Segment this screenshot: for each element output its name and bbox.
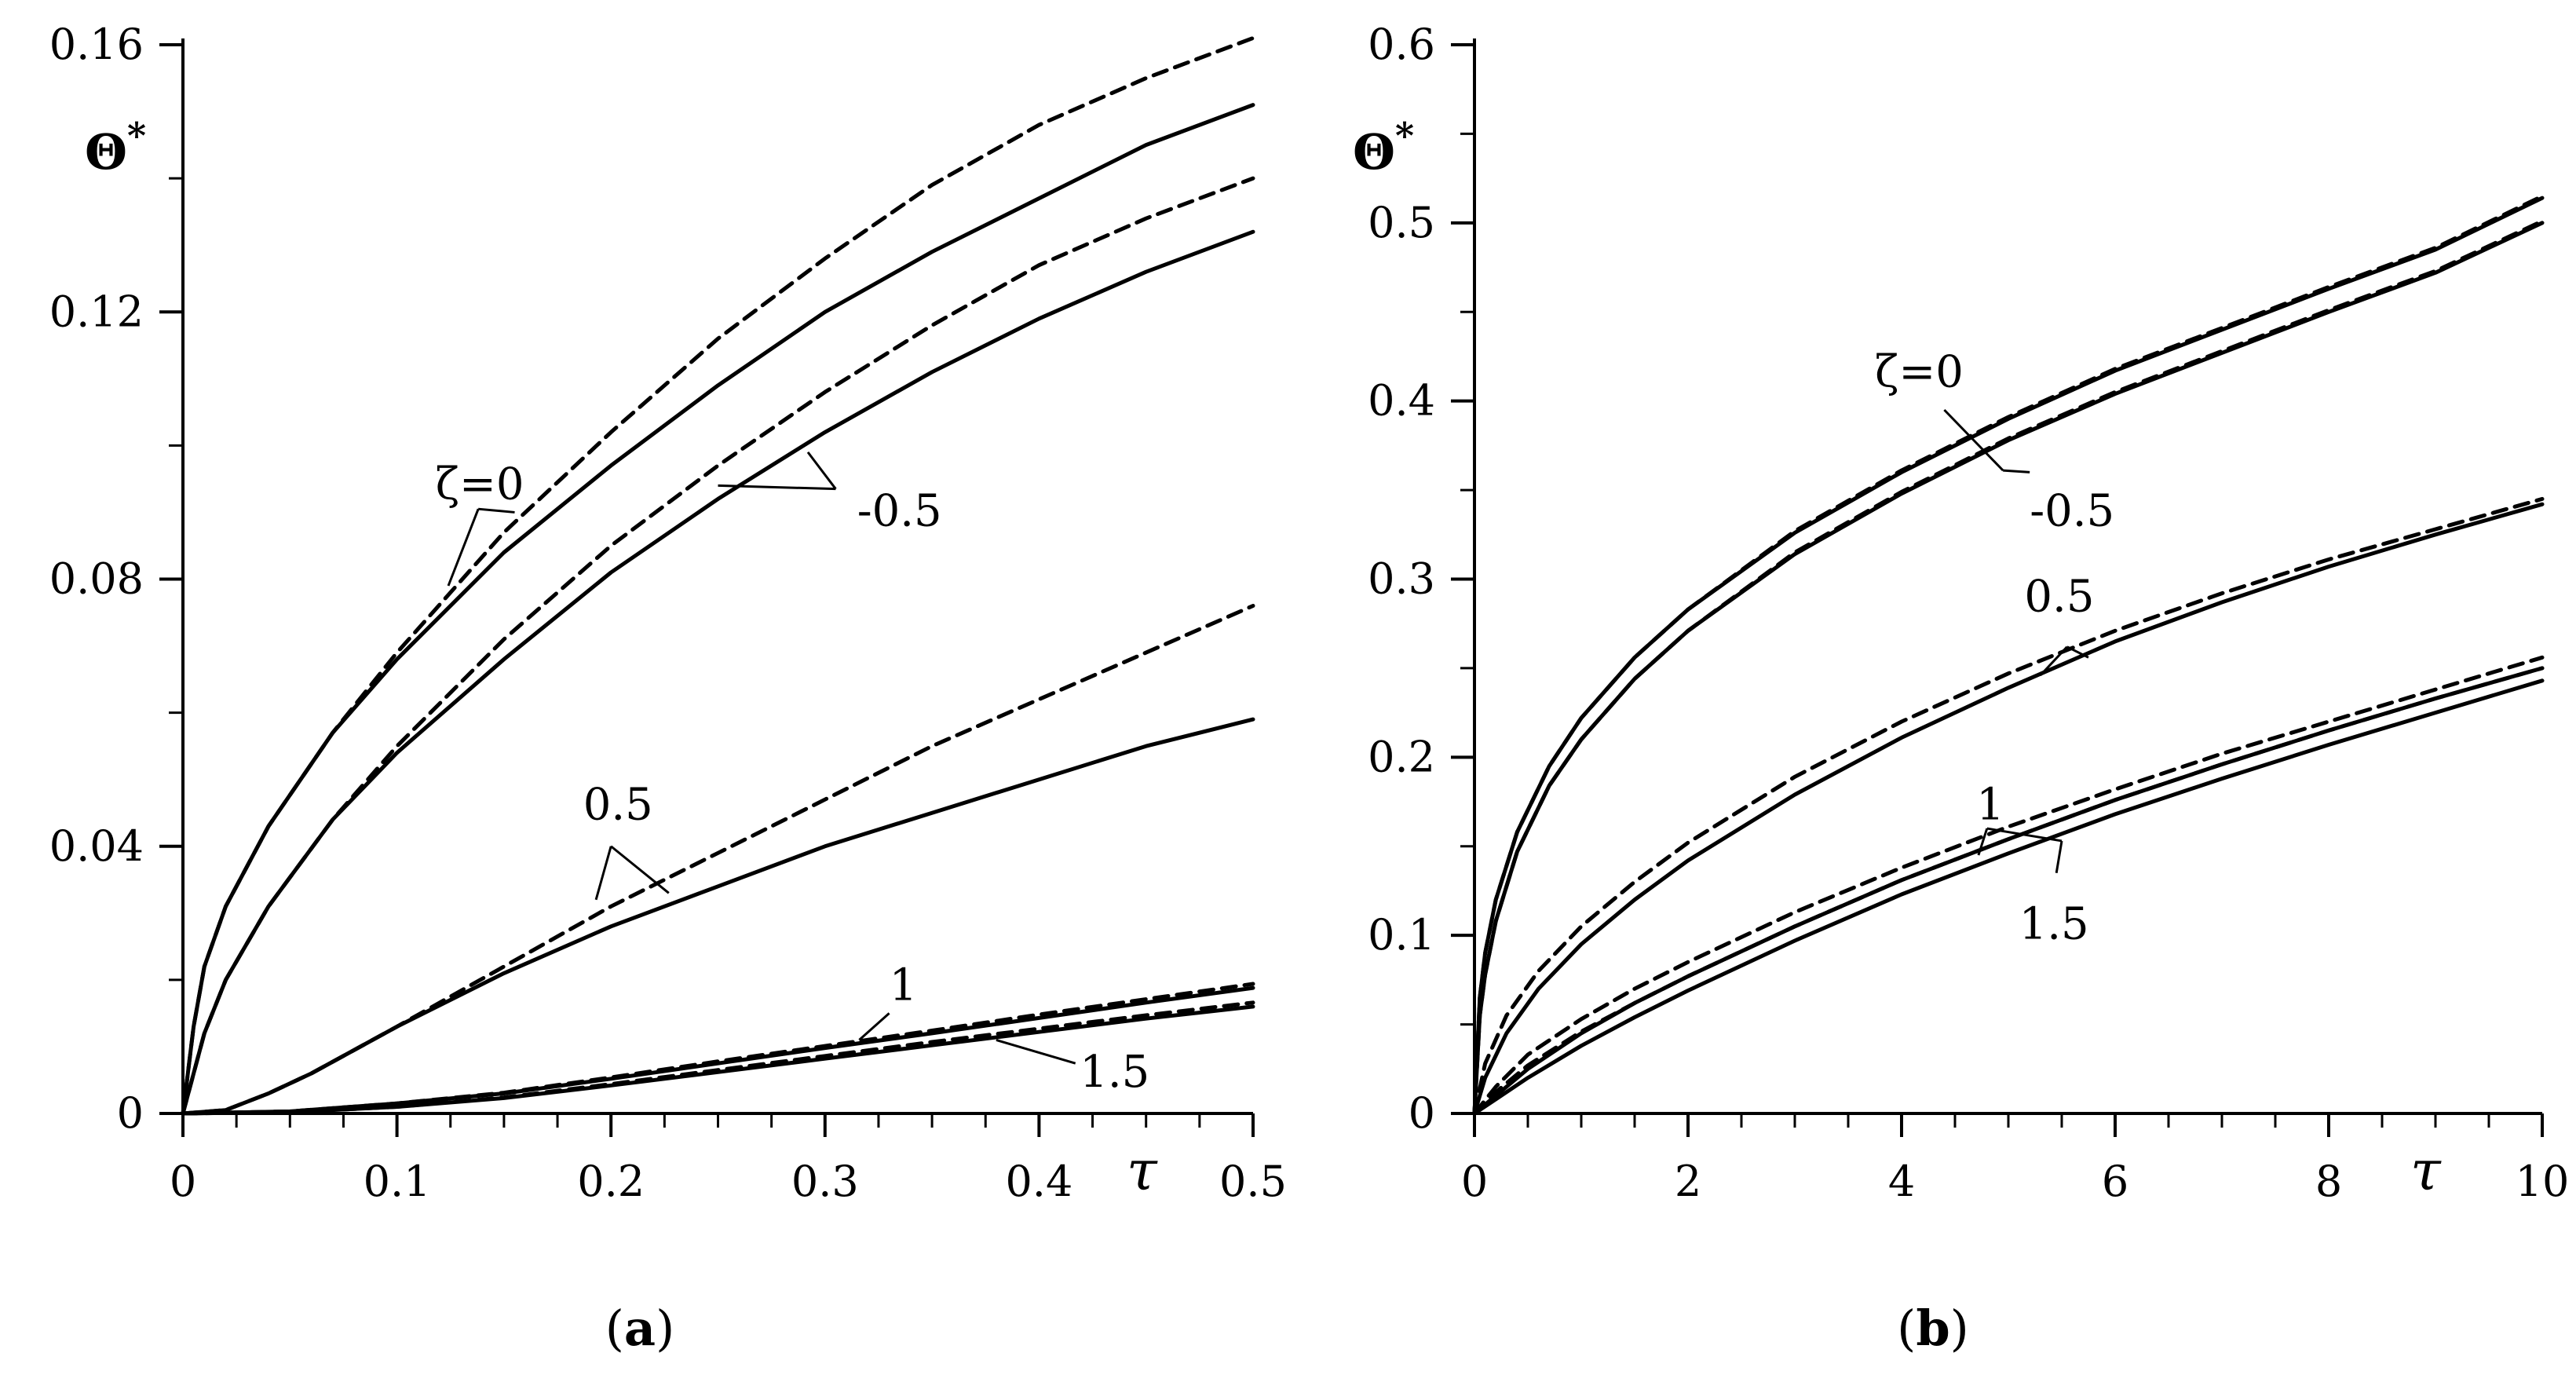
panel-a-y-axis-label-base: Θ [85, 123, 127, 181]
panel-b-annotation-2-leader-0 [2039, 645, 2068, 677]
panel-a-y-axis-label-sup: * [127, 115, 146, 157]
panel-a-annotation-0-leader-1 [478, 507, 515, 514]
panel-b-x-tick-label-1: 2 [1675, 1157, 1701, 1206]
panel-b-y-tick-label-0: 0 [1409, 1088, 1435, 1138]
panel-b-x-tick-label-5: 10 [2516, 1157, 2570, 1206]
panel-a-chart: ζ=0 -0.5 0.5 1 1.5 0 0.1 0.2 0.3 0.4 0.5 0 0.04 0.08… [49, 20, 1287, 1357]
panel-b-series-7-dashed [1472, 655, 2545, 1116]
panel-b-x-axis-label: τ [2410, 1139, 2442, 1203]
panel-a-series-5-dashed [181, 604, 1255, 1116]
panel-a-axes: 0 0.1 0.2 0.3 0.4 0.5 0 0.04 0.08 0.12 0.16 [49, 20, 1287, 1206]
panel-b-series-1-dashed [1472, 194, 2545, 1116]
panel-b-series-4-solid [1472, 502, 2545, 1116]
panel-a-x-tick-label-0: 0 [170, 1157, 196, 1206]
panel-b-annotation-2: 0.5 [2024, 571, 2094, 622]
panel-b-annotations: ζ=0 -0.5 0.5 1 1.5 [1875, 347, 2114, 950]
panel-b-annotation-3-leader-0 [1977, 828, 1989, 856]
panel-b-y-axis-label-base: Θ [1353, 123, 1395, 181]
panel-b-annotation-0: ζ=0 [1875, 347, 1964, 398]
panel-b-y-axis-label-sup: * [1395, 115, 1414, 157]
panel-b-series-2-solid [1472, 221, 2545, 1116]
panel-a-annotation-1-leader-0 [718, 484, 836, 491]
panel-b-x-tick-label-2: 4 [1888, 1157, 1915, 1206]
panel-a-series-8-solid [181, 1004, 1255, 1116]
panel-b-y-tick-label-6: 0.6 [1368, 20, 1435, 69]
panel-a-annotation-4-leader-0 [996, 1038, 1076, 1065]
panel-a-x-tick-label-3: 0.3 [791, 1157, 859, 1206]
panel-a-annotation-2-leader-0 [594, 846, 612, 901]
panel-b-annotation-0-leader-0 [1943, 408, 2004, 472]
panel-a-annotation-2-leader-1 [610, 845, 670, 894]
panel-b-annotation-4-leader-0 [2055, 840, 2063, 874]
panel-b-x-tick-label-4: 8 [2315, 1157, 2342, 1206]
panel-b-series-3-dashed [1472, 219, 2545, 1116]
panel-a-annotation-1: -0.5 [857, 485, 942, 536]
panel-b-annotation-1: -0.5 [2030, 485, 2114, 536]
panel-b-y-tick-label-2: 0.2 [1368, 732, 1435, 781]
panel-a-annotation-3: 1 [890, 960, 918, 1011]
panel-a-series-7-dashed [181, 982, 1255, 1116]
panel-a-x-tick-label-1: 0.1 [364, 1157, 431, 1206]
panel-b-y-tick-label-1: 0.1 [1368, 910, 1435, 960]
panel-b-chart: ζ=0 -0.5 0.5 1 1.5 0 2 4 6 8 10 0 0.1 0.2 0.3 0.4 0.5 0.… [1353, 20, 2569, 1357]
panel-b-annotation-4: 1.5 [2019, 899, 2089, 950]
panel-a-x-axis-label: τ [1127, 1139, 1158, 1203]
panel-b-series-0-solid [1472, 196, 2545, 1116]
panel-a-y-tick-label-0: 0 [117, 1088, 144, 1138]
panel-a-x-tick-label-5: 0.5 [1219, 1157, 1287, 1206]
panel-a-label: (a) [605, 1300, 675, 1357]
panel-b-annotation-2-leader-1 [2066, 645, 2089, 659]
panel-a-series-3-dashed [181, 176, 1255, 1116]
panel-b-annotation-3: 1 [1976, 780, 2004, 831]
panel-a-series-9-dashed [181, 1000, 1255, 1116]
panel-b-y-tick-label-4: 0.4 [1368, 376, 1435, 426]
panel-b-y-tick-label-3: 0.3 [1368, 554, 1435, 604]
panel-a-y-tick-label-4: 0.16 [49, 20, 144, 69]
panel-b-series-9-dashed [1472, 666, 2545, 1116]
panel-a-y-tick-label-3: 0.12 [49, 287, 144, 336]
panel-b-y-axis-label: Θ* [1353, 115, 1414, 181]
panel-a-annotation-0-leader-0 [447, 508, 480, 587]
panel-a-series-layer [181, 36, 1255, 1116]
panel-a-annotations: ζ=0 -0.5 0.5 1 1.5 [436, 451, 1149, 1098]
panel-b-series-5-dashed [1472, 496, 2545, 1116]
panel-b-annotation-3-leader-1 [1986, 827, 2063, 843]
panel-b-label-letter: b [1916, 1300, 1949, 1357]
panel-b-series-layer [1472, 194, 2545, 1116]
panel-a-annotation-1-leader-1 [806, 451, 837, 490]
panel-a-label-letter: a [624, 1300, 656, 1357]
panel-a-series-0-solid [181, 103, 1255, 1116]
panel-b-series-8-solid [1472, 678, 2545, 1116]
panel-a-series-1-dashed [181, 36, 1255, 1116]
panel-a-y-axis-label: Θ* [85, 115, 146, 181]
panel-b-x-tick-label-3: 6 [2102, 1157, 2128, 1206]
panel-b-axes: 0 2 4 6 8 10 0 0.1 0.2 0.3 0.4 0.5 0.6 [1368, 20, 2569, 1206]
panel-a-annotation-3-leader-0 [858, 1012, 890, 1041]
panel-a-annotation-4: 1.5 [1080, 1047, 1149, 1098]
panel-b-label: (b) [1897, 1300, 1969, 1357]
panel-b-series-6-solid [1472, 666, 2545, 1116]
panel-a-y-tick-label-2: 0.08 [49, 554, 144, 604]
panel-a-annotation-0: ζ=0 [436, 459, 524, 510]
panel-a-series-2-solid [181, 229, 1255, 1116]
panel-b-y-tick-label-5: 0.5 [1368, 198, 1435, 247]
panel-b-x-tick-label-0: 0 [1461, 1157, 1488, 1206]
panel-b-annotation-1-leader-0 [2003, 469, 2030, 473]
panel-a-y-tick-label-1: 0.04 [49, 821, 144, 871]
panel-a-series-4-solid [181, 717, 1255, 1116]
panel-a-x-tick-label-4: 0.4 [1005, 1157, 1072, 1206]
panel-a-annotation-2: 0.5 [583, 780, 653, 831]
panel-a-x-tick-label-2: 0.2 [577, 1157, 645, 1206]
